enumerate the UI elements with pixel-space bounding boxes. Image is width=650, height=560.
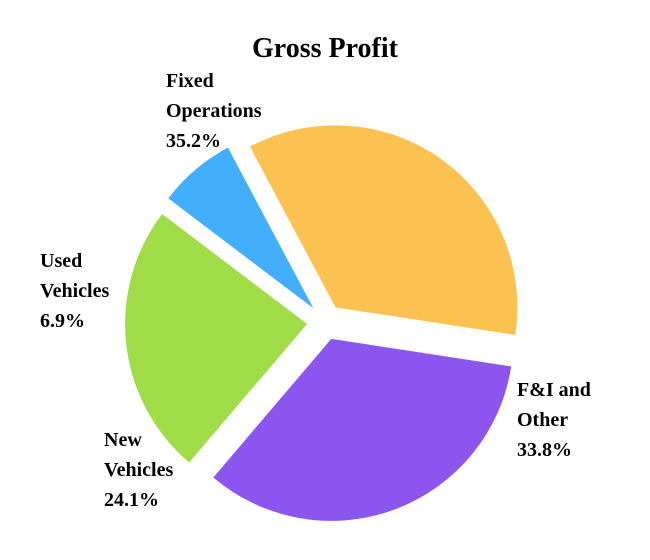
slice-name-line: Vehicles [40,280,109,302]
slice-name-line: Fixed [166,70,214,92]
slice-name-line: F&I and [517,379,591,401]
pie-slice-3 [168,147,314,309]
slice-percent-label: 33.8% [517,439,572,461]
slice-label-3: Used Vehicles 6.9% [40,250,109,332]
slice-label-0: Fixed Operations 35.2% [166,70,262,152]
slice-percent-label: 35.2% [166,130,221,152]
pie-slices [125,125,518,521]
slice-name-line: Other [517,409,568,431]
slice-label-1: F&I and Other 33.8% [517,379,591,461]
pie-labels: Fixed Operations 35.2% F&I and Other 33.8% New… [40,70,591,511]
slice-name-line: Vehicles [104,459,173,481]
pie-slice-0 [249,125,518,335]
pie-slice-1 [213,338,512,521]
slice-name-line: Used [40,250,82,272]
slice-label-2: New Vehicles 24.1% [104,429,173,511]
chart-title: Gross Profit [252,33,399,64]
slice-name-line: New [104,429,142,451]
slice-percent-label: 24.1% [104,489,159,511]
slice-percent-label: 6.9% [40,310,85,332]
pie-slice-2 [125,214,308,463]
slice-name-line: Operations [166,100,262,122]
